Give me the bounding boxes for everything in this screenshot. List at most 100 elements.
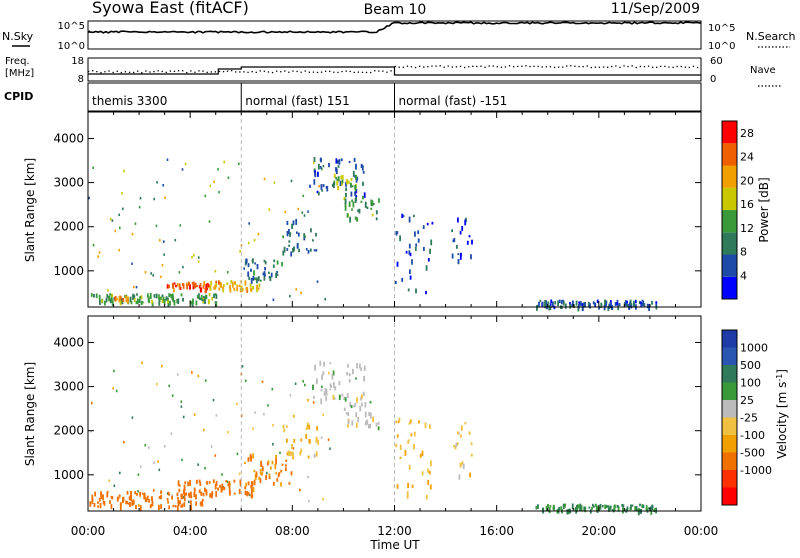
- echo-cell: [300, 448, 303, 453]
- echo-cell: [313, 249, 316, 252]
- beam-title: Beam 10: [364, 2, 427, 18]
- echo-cell: [246, 491, 248, 497]
- echo-cell: [355, 179, 358, 183]
- echo-cell: [254, 277, 257, 281]
- scatter-cell: [301, 211, 304, 214]
- echo-cell: [584, 302, 586, 307]
- nave-point: [504, 66, 507, 68]
- echo-cell: [410, 433, 413, 437]
- echo-cell: [354, 191, 356, 196]
- echo-cell: [571, 303, 573, 307]
- scatter-cell: [170, 432, 173, 435]
- nave-point: [627, 65, 629, 68]
- colorbar-segment: [722, 232, 737, 255]
- echo-cell: [148, 299, 151, 304]
- echo-cell: [564, 303, 567, 309]
- echo-cell: [350, 405, 353, 409]
- echo-cell: [370, 207, 373, 210]
- echo-cell: [453, 445, 455, 448]
- echo-cell: [258, 283, 261, 288]
- echo-cell: [140, 295, 143, 300]
- echo-cell: [121, 300, 124, 305]
- nave-point: [194, 71, 196, 73]
- echo-cell: [93, 503, 96, 508]
- echo-cell: [276, 271, 278, 274]
- echo-cell: [638, 300, 641, 305]
- echo-cell: [188, 281, 190, 286]
- scatter-cell: [166, 158, 169, 161]
- scatter-cell: [209, 184, 212, 188]
- echo-cell: [275, 458, 277, 465]
- echo-cell: [288, 229, 290, 235]
- echo-cell: [413, 443, 415, 450]
- echo-cell: [102, 494, 104, 501]
- echo-cell: [100, 494, 103, 500]
- scatter-cell: [257, 232, 260, 236]
- echo-cell: [415, 243, 418, 247]
- echo-cell: [346, 213, 349, 218]
- echo-cell: [351, 199, 354, 203]
- echo-cell: [249, 288, 252, 291]
- echo-cell: [369, 401, 372, 404]
- scatter-cell: [272, 298, 275, 301]
- echo-cell: [277, 473, 280, 478]
- nave-point: [177, 70, 180, 72]
- echo-cell: [470, 254, 472, 260]
- echo-cell: [349, 401, 352, 408]
- echo-cell: [289, 232, 292, 235]
- echo-cell: [417, 230, 420, 235]
- echo-cell: [415, 288, 417, 294]
- echo-cell: [98, 294, 101, 301]
- scatter-cell: [161, 263, 164, 267]
- echo-cell: [344, 205, 347, 211]
- echo-cell: [256, 284, 258, 289]
- scatter-cell: [155, 224, 158, 228]
- nave-point: [304, 70, 306, 72]
- nave-point: [320, 71, 323, 73]
- echo-cell: [283, 428, 286, 433]
- echo-cell: [140, 300, 143, 306]
- echo-cell: [360, 200, 363, 203]
- echo-cell: [564, 504, 566, 508]
- echo-cell: [325, 396, 328, 401]
- scatter-cell: [113, 369, 115, 373]
- scatter-cell: [299, 488, 301, 492]
- echo-cell: [351, 185, 354, 188]
- echo-cell: [369, 412, 372, 419]
- echo-cell: [616, 302, 619, 306]
- echo-cell: [293, 439, 296, 443]
- echo-cell: [462, 463, 465, 469]
- cpid-segment-label: normal (fast) -151: [399, 94, 508, 108]
- echo-cell: [396, 261, 399, 267]
- echo-cell: [377, 426, 380, 431]
- echo-cell: [195, 494, 197, 500]
- echo-cell: [354, 216, 357, 220]
- echo-cell: [160, 296, 162, 300]
- echo-cell: [238, 488, 241, 494]
- scatter-cell: [152, 489, 155, 492]
- echo-cell: [150, 503, 153, 507]
- echo-cell: [189, 492, 192, 497]
- echo-cell: [539, 299, 542, 303]
- echo-cell: [95, 293, 98, 299]
- colorbar-tick-label: 100: [740, 377, 761, 390]
- echo-cell: [269, 277, 272, 282]
- echo-cell: [180, 493, 183, 500]
- echo-cell: [355, 412, 358, 418]
- echo-cell: [168, 505, 171, 510]
- scatter-cell: [218, 190, 220, 194]
- scatter-cell: [109, 217, 112, 221]
- scatter-cell: [92, 243, 95, 247]
- cpid-panel: CPID themis 3300 normal (fast) 151 normal …: [4, 82, 702, 112]
- echo-cell: [195, 501, 198, 506]
- velocity-colorbar-label: Velocity [m s-1]: [775, 369, 790, 459]
- echo-cell: [622, 509, 624, 514]
- scatter-cell: [161, 364, 163, 368]
- echo-cell: [368, 424, 370, 429]
- echo-cell: [361, 402, 363, 407]
- echo-cell: [215, 301, 218, 308]
- echo-cell: [89, 501, 92, 507]
- echo-cell: [547, 503, 549, 509]
- echo-cell: [360, 367, 363, 371]
- echo-cell: [247, 263, 250, 268]
